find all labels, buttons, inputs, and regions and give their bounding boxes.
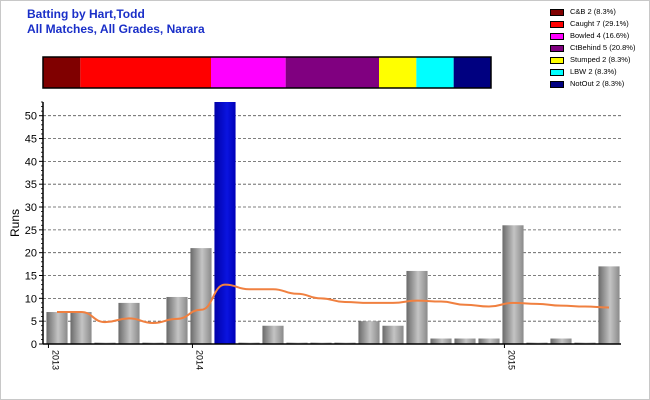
y-tick-label: 20 <box>25 248 37 260</box>
legend-item: C&B 2 (8.3%) <box>550 7 650 18</box>
legend-label: Stumped 2 (8.3%) <box>570 55 631 64</box>
y-tick-label: 30 <box>25 202 37 214</box>
x-tick-label: 2014 <box>194 350 204 370</box>
legend-item: CtBehind 5 (20.8%) <box>550 43 650 54</box>
legend-label: C&B 2 (8.3%) <box>570 7 616 16</box>
dismissal-segment <box>453 57 491 88</box>
legend-label: CtBehind 5 (20.8%) <box>570 43 636 52</box>
trend <box>57 283 610 324</box>
legend-item: Stumped 2 (8.3%) <box>550 55 650 66</box>
bar <box>286 342 308 344</box>
bar <box>214 102 236 344</box>
grid <box>43 115 621 322</box>
legend-item: Bowled 4 (16.6%) <box>550 31 650 42</box>
bar <box>142 342 164 344</box>
legend-label: Bowled 4 (16.6%) <box>570 31 630 40</box>
bar <box>46 312 68 344</box>
legend-item: NotOut 2 (8.3%) <box>550 79 650 90</box>
bar <box>430 338 452 344</box>
legend-swatch <box>550 9 564 16</box>
trend-line <box>57 283 610 324</box>
bar <box>238 342 260 344</box>
legend-swatch <box>550 45 564 52</box>
bar <box>454 338 476 344</box>
bar <box>598 266 620 344</box>
x-tick-label: 2013 <box>50 350 60 370</box>
y-tick-label: 40 <box>25 156 37 168</box>
y-tick-label: 45 <box>25 134 37 146</box>
legend-label: LBW 2 (8.3%) <box>570 67 617 76</box>
x-tick-label: 2015 <box>506 350 516 370</box>
bar <box>310 342 332 344</box>
legend-swatch <box>550 33 564 40</box>
legend-swatch <box>550 81 564 88</box>
dismissal-segment <box>416 57 454 88</box>
bar <box>406 270 428 344</box>
bar <box>166 296 188 344</box>
y-tick-label: 0 <box>31 339 37 351</box>
legend-label: Caught 7 (29.1%) <box>570 19 629 28</box>
bar <box>478 338 500 344</box>
dismissal-segment <box>80 57 211 88</box>
legend-item: LBW 2 (8.3%) <box>550 67 650 78</box>
bar <box>334 342 356 344</box>
dismissal-strip-border <box>42 56 492 89</box>
axes: 0 5 10 15 20 25 30 35 40 45 50 Runs 2013 2014 2015 <box>8 101 621 370</box>
bar <box>382 325 404 344</box>
y-tick-label: 10 <box>25 293 37 305</box>
bars <box>46 102 620 344</box>
bar <box>358 321 380 344</box>
bar <box>70 312 92 344</box>
bar <box>118 302 140 344</box>
dismissal-segment <box>285 57 379 88</box>
legend-swatch <box>550 21 564 28</box>
y-tick-label: 15 <box>25 271 37 283</box>
y-axis-label: Runs <box>8 209 22 237</box>
y-tick-label: 25 <box>25 225 37 237</box>
legend-label: NotOut 2 (8.3%) <box>570 79 625 88</box>
bar <box>502 225 524 344</box>
bar <box>574 342 596 344</box>
dismissal-strip <box>42 56 492 89</box>
y-tick-label: 50 <box>25 111 37 123</box>
y-tick-label: 5 <box>31 316 37 328</box>
bar <box>190 248 212 344</box>
dismissal-segment <box>43 57 81 88</box>
bar <box>262 325 284 344</box>
chart-subtitle: All Matches, All Grades, Narara <box>27 22 205 36</box>
legend: C&B 2 (8.3%) Caught 7 (29.1%) Bowled 4 (16… <box>550 7 650 91</box>
y-tick-label: 35 <box>25 179 37 191</box>
legend-item: Caught 7 (29.1%) <box>550 19 650 30</box>
bar <box>94 342 116 344</box>
dismissal-segment <box>211 57 286 88</box>
chart-title: Batting by Hart,Todd <box>27 7 145 21</box>
legend-swatch <box>550 69 564 76</box>
dismissal-segment <box>379 57 417 88</box>
legend-swatch <box>550 57 564 64</box>
bar <box>550 338 572 344</box>
bar <box>526 342 548 344</box>
